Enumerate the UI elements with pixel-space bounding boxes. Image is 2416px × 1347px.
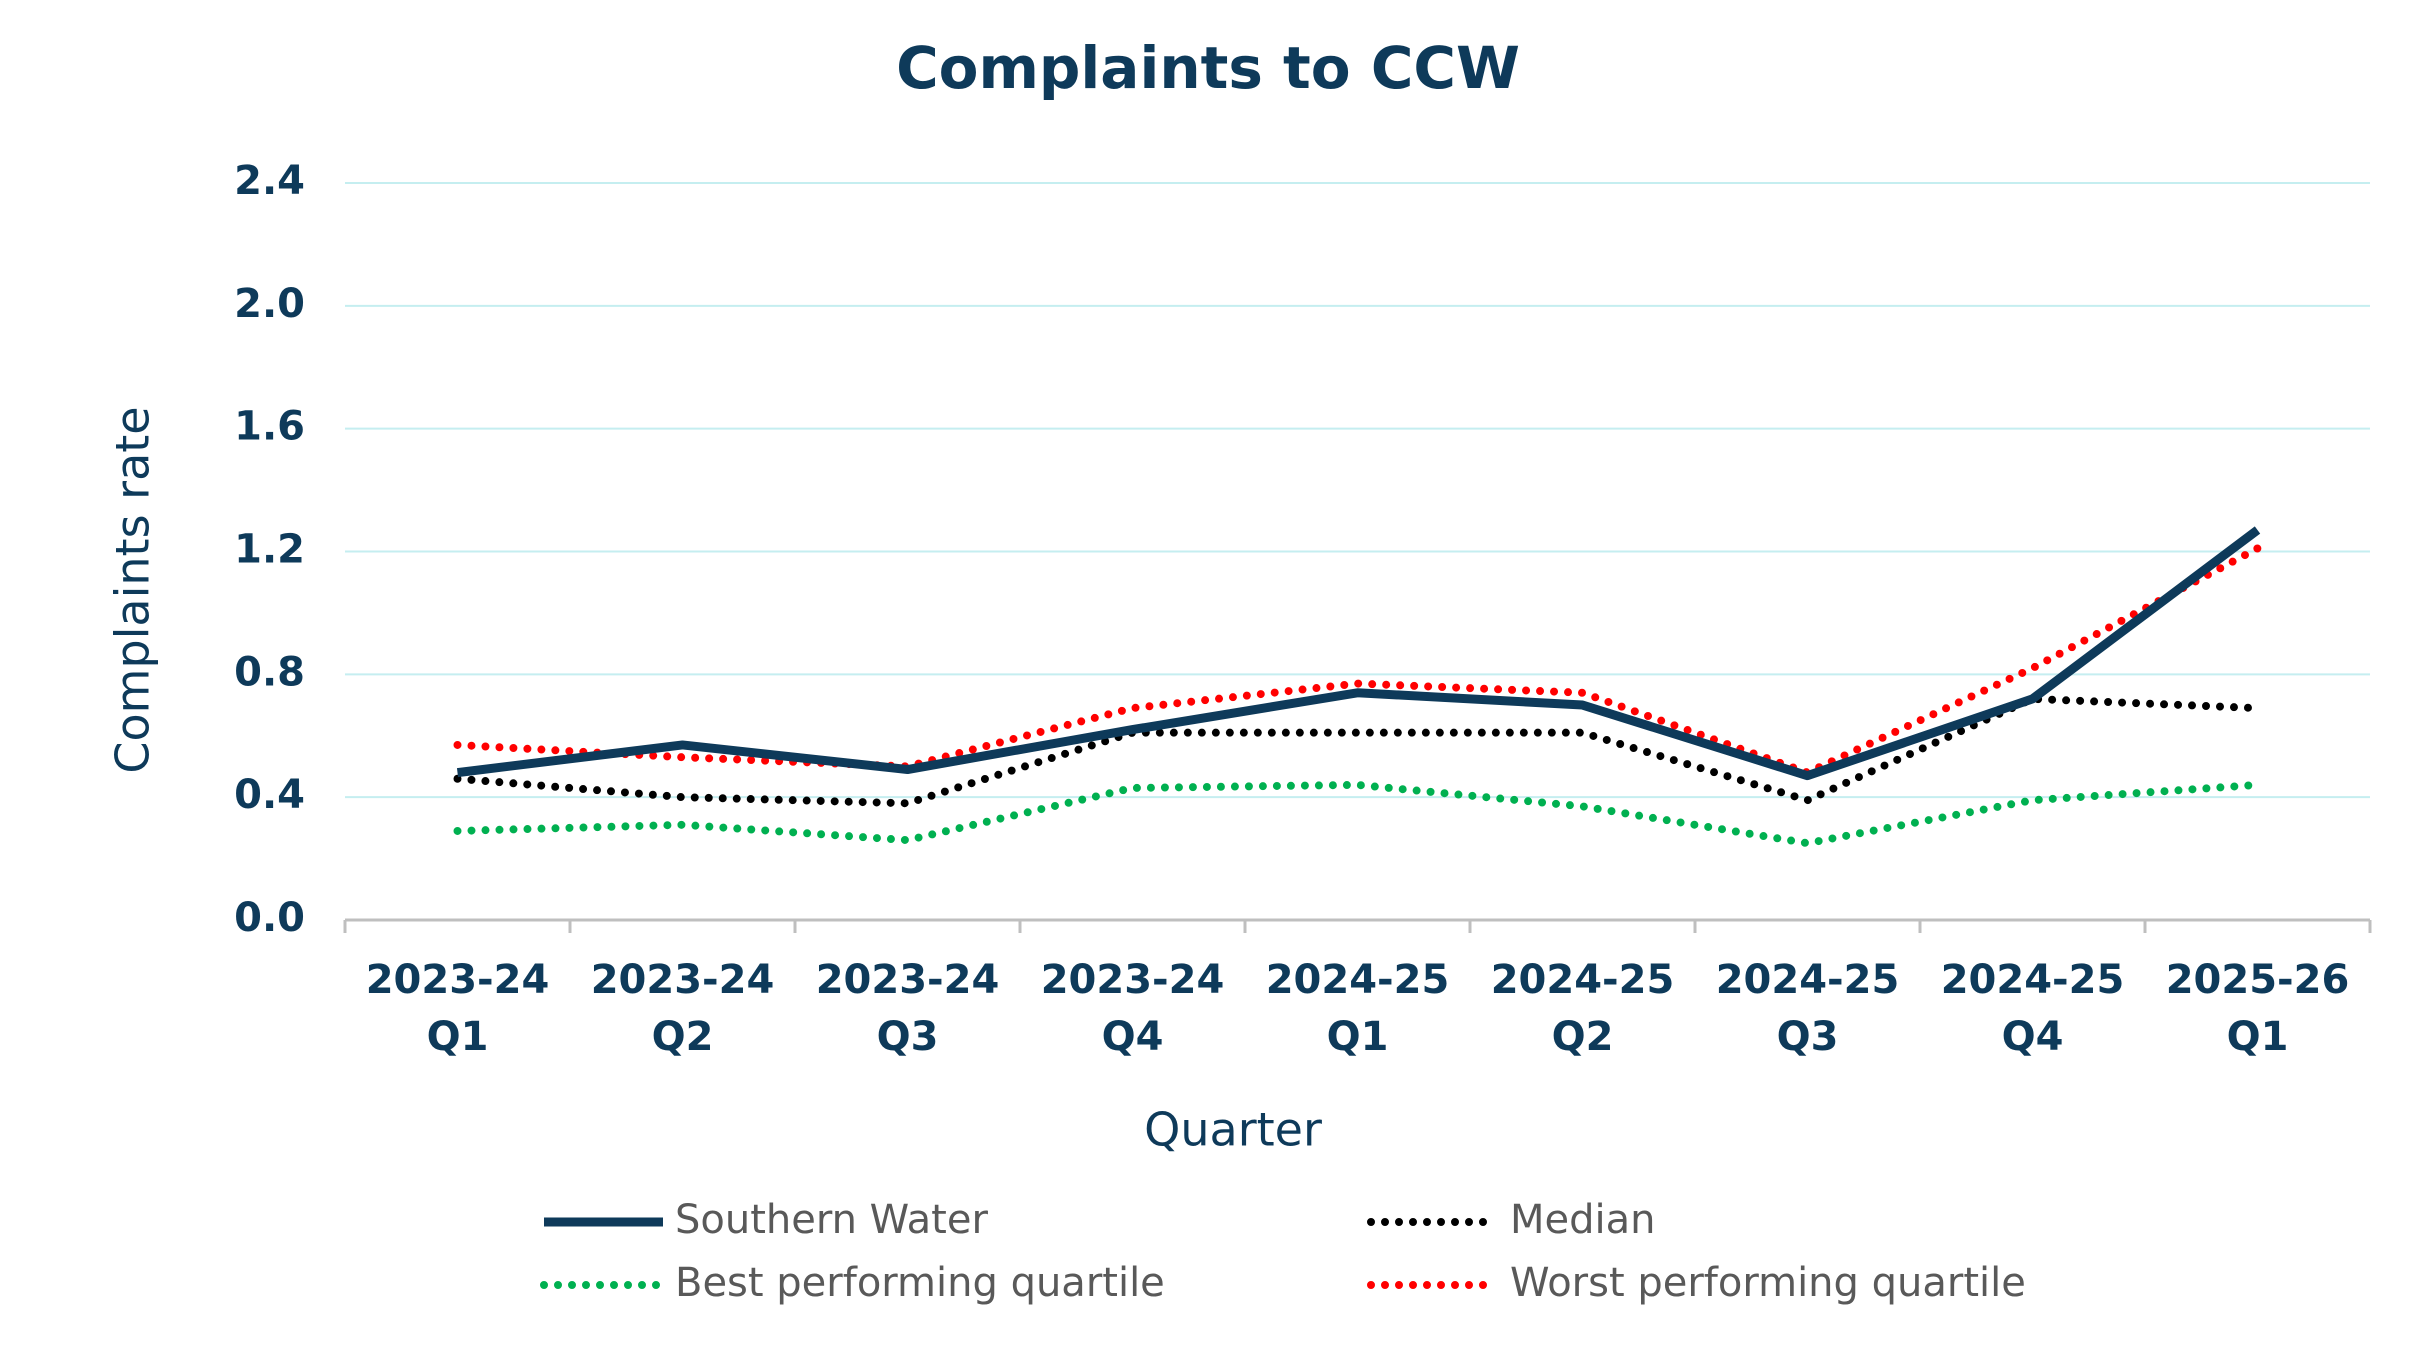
x-tick-label: 2024-25 Q1 xyxy=(1266,957,1450,1060)
x-tick-label: 2024-25 Q3 xyxy=(1716,957,1900,1060)
x-tick-label-line: Q2 xyxy=(652,1014,714,1060)
x-tick-label-line: 2023-24 xyxy=(591,957,775,1003)
y-axis-title: Complaints rate xyxy=(106,406,160,773)
x-tick-label-line: Q4 xyxy=(2002,1014,2064,1060)
x-tick-label-line: 2023-24 xyxy=(1041,957,1225,1003)
x-tick-label: 2024-25 Q2 xyxy=(1491,957,1675,1060)
x-tick-label-line: Q4 xyxy=(1102,1014,1164,1060)
x-tick-label-line: 2024-25 xyxy=(1266,957,1450,1003)
x-tick-label-line: 2023-24 xyxy=(366,957,550,1003)
x-tick-label: 2023-24 Q3 xyxy=(816,957,1000,1060)
series-line xyxy=(453,544,2262,777)
x-tick-label-line: Q1 xyxy=(427,1014,489,1060)
y-tick-label: 2.0 xyxy=(234,281,305,327)
series-line xyxy=(453,780,2262,848)
x-tick-label-line: Q3 xyxy=(1777,1014,1839,1060)
x-tick-label: 2025-26 Q1 xyxy=(2166,957,2350,1060)
legend-label: Southern Water xyxy=(675,1197,988,1243)
x-tick-label-line: Q3 xyxy=(877,1014,939,1060)
chart-title: Complaints to CCW xyxy=(896,34,1520,102)
y-tick-label: 0.4 xyxy=(234,772,305,818)
x-tick-label-line: 2025-26 xyxy=(2166,957,2350,1003)
x-tick-label-line: 2024-25 xyxy=(1491,957,1675,1003)
y-tick-label: 2.4 xyxy=(234,158,305,204)
y-tick-label: 0.0 xyxy=(234,895,305,941)
y-tick-label: 0.8 xyxy=(234,649,305,695)
x-tick-label-line: Q1 xyxy=(1327,1014,1389,1060)
x-tick-label-line: 2024-25 xyxy=(1941,957,2125,1003)
x-tick-label-line: Q1 xyxy=(2227,1014,2289,1060)
series-line xyxy=(456,526,2261,781)
x-tick-label: 2023-24 Q2 xyxy=(591,957,775,1060)
y-tick-label: 1.6 xyxy=(234,404,305,450)
x-axis-title: Quarter xyxy=(1144,1103,1322,1157)
x-tick-label: 2024-25 Q4 xyxy=(1941,957,2125,1060)
series-line xyxy=(453,694,2262,808)
x-tick-label-line: Q2 xyxy=(1552,1014,1614,1060)
x-tick-label-line: 2024-25 xyxy=(1716,957,1900,1003)
x-tick-label: 2023-24 Q1 xyxy=(366,957,550,1060)
legend-label: Worst performing quartile xyxy=(1510,1260,2026,1306)
legend-label: Median xyxy=(1510,1197,1656,1243)
x-tick-label-line: 2023-24 xyxy=(816,957,1000,1003)
y-tick-label: 1.2 xyxy=(234,527,305,573)
legend-label: Best performing quartile xyxy=(675,1260,1165,1306)
x-tick-label: 2023-24 Q4 xyxy=(1041,957,1225,1060)
